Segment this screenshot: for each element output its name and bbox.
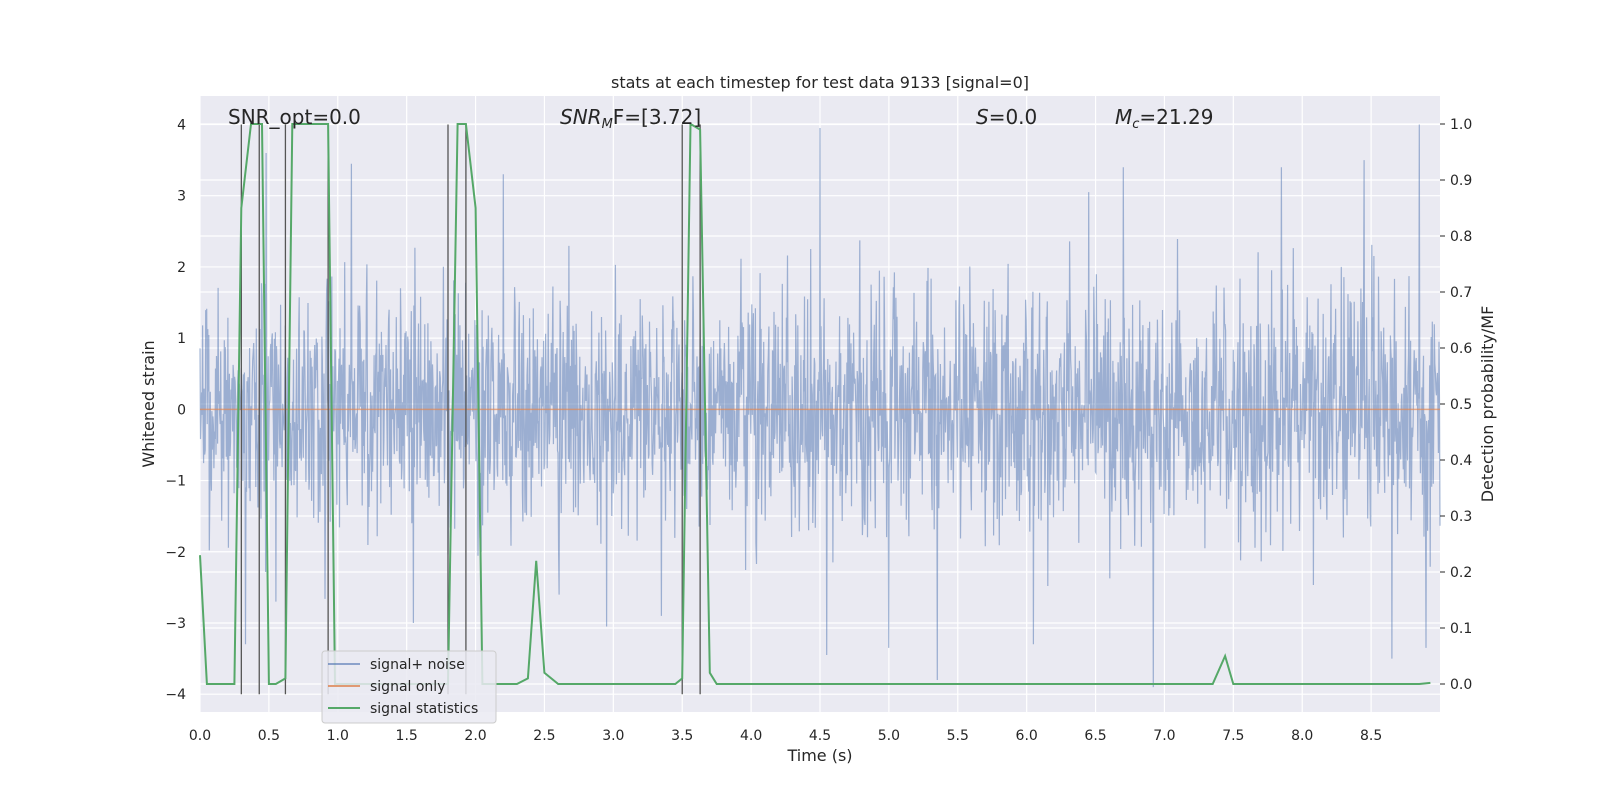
y-tick-label: 4 bbox=[177, 117, 186, 133]
y-tick-label: −2 bbox=[165, 545, 186, 561]
y2-tick-label: 0.7 bbox=[1450, 285, 1472, 301]
annotation-s: S=0.0 bbox=[976, 105, 1037, 129]
y-tick-label: −3 bbox=[165, 616, 186, 632]
signal-noise-series bbox=[199, 124, 1441, 688]
x-tick-label: 5.5 bbox=[947, 728, 969, 744]
x-tick-label: 0.5 bbox=[258, 728, 280, 744]
legend-signal-label: signal only bbox=[370, 679, 445, 695]
y2-tick-label: 0.0 bbox=[1450, 677, 1472, 693]
y2-tick-label: 0.3 bbox=[1450, 509, 1472, 525]
noise-line bbox=[199, 124, 1441, 688]
y2-tick-label: 0.6 bbox=[1450, 341, 1472, 357]
y2-tick-labels: 1.0 0.9 0.8 0.7 0.6 0.5 0.4 0.3 0.2 0.1 0.0 bbox=[1440, 117, 1472, 693]
x-tick-label: 8.5 bbox=[1360, 728, 1382, 744]
y-tick-label: 0 bbox=[177, 402, 186, 418]
y-tick-label: −4 bbox=[165, 687, 186, 703]
legend: signal+ noise signal only signal statist… bbox=[321, 650, 497, 724]
y2-tick-label: 0.9 bbox=[1450, 173, 1472, 189]
x-tick-label: 1.0 bbox=[327, 728, 349, 744]
y-tick-label: 2 bbox=[177, 260, 186, 276]
annotation-snr-opt: SNR_opt=0.0 bbox=[228, 105, 361, 129]
y2-tick-label: 0.8 bbox=[1450, 229, 1472, 245]
annotation-snr-mf: SNRMF=[3.72] bbox=[560, 105, 701, 132]
y2-tick-label: 0.4 bbox=[1450, 453, 1472, 469]
x-tick-label: 6.5 bbox=[1084, 728, 1106, 744]
legend-box bbox=[321, 650, 497, 724]
y-tick-labels: 4 3 2 1 0 −1 −2 −3 −4 bbox=[165, 117, 186, 703]
x-tick-label: 8.0 bbox=[1291, 728, 1313, 744]
y2-tick-label: 0.5 bbox=[1450, 397, 1472, 413]
x-tick-label: 2.0 bbox=[464, 728, 486, 744]
x-tick-label: 2.5 bbox=[533, 728, 555, 744]
y2-tick-label: 0.2 bbox=[1450, 565, 1472, 581]
x-tick-label: 3.5 bbox=[671, 728, 693, 744]
x-tick-label: 0.0 bbox=[189, 728, 211, 744]
x-tick-label: 1.5 bbox=[396, 728, 418, 744]
x-tick-labels: 0.0 0.5 1.0 1.5 2.0 2.5 3.0 3.5 4.0 4.5 5.0 5.5 6.0 6… bbox=[189, 728, 1382, 744]
x-tick-label: 7.0 bbox=[1153, 728, 1175, 744]
x-tick-label: 4.0 bbox=[740, 728, 762, 744]
annotation-mc: Mc=21.29 bbox=[1115, 105, 1213, 132]
y-tick-label: −1 bbox=[165, 474, 186, 490]
y2-tick-label: 0.1 bbox=[1450, 621, 1472, 637]
x-tick-label: 7.5 bbox=[1222, 728, 1244, 744]
x-tick-label: 3.0 bbox=[602, 728, 624, 744]
legend-stats-label: signal statistics bbox=[370, 701, 478, 717]
x-tick-label: 5.0 bbox=[878, 728, 900, 744]
y-axis-label: Whitened strain bbox=[139, 340, 158, 467]
vertical-markers bbox=[240, 124, 701, 695]
signal-statistics-line bbox=[199, 122, 1431, 685]
y-tick-label: 3 bbox=[177, 189, 186, 205]
legend-noise-label: signal+ noise bbox=[370, 657, 465, 673]
x-tick-label: 4.5 bbox=[809, 728, 831, 744]
x-tick-label: 6.0 bbox=[1016, 728, 1038, 744]
y2-tick-label: 1.0 bbox=[1450, 117, 1472, 133]
x-axis-label: Time (s) bbox=[786, 746, 852, 765]
y-tick-label: 1 bbox=[177, 331, 186, 347]
signal-statistics-series bbox=[199, 122, 1431, 685]
chart-title: stats at each timestep for test data 913… bbox=[611, 73, 1029, 92]
y2-axis-label: Detection probability/MF bbox=[1478, 306, 1497, 503]
